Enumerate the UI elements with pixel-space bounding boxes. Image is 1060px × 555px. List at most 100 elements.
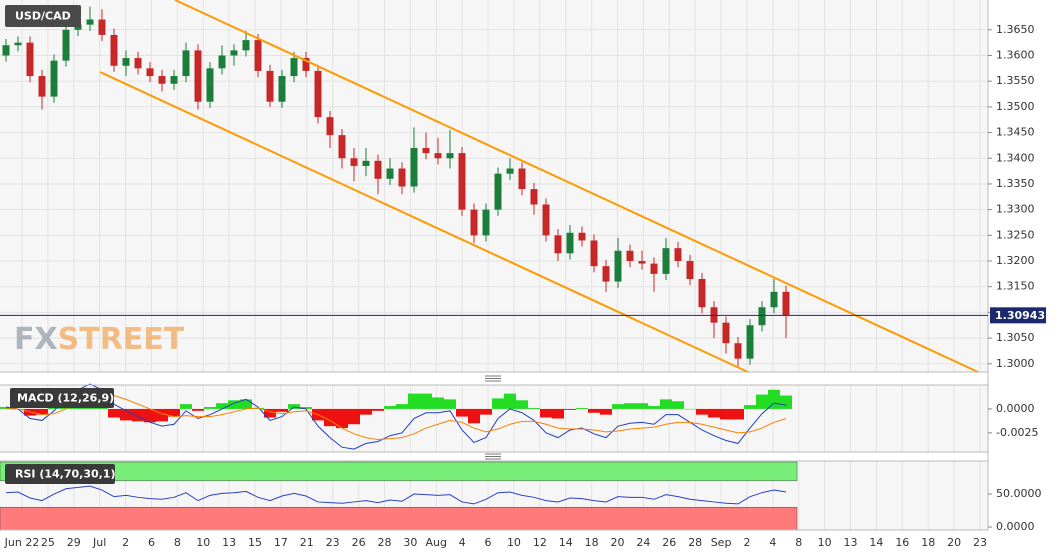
macd-histogram-bar bbox=[144, 408, 156, 423]
y-tick-label: 1.3600 bbox=[996, 48, 1035, 61]
macd-histogram-bar bbox=[612, 404, 624, 409]
rsi-title: RSI (14,70,30,1) bbox=[15, 468, 115, 481]
macd-histogram-bar bbox=[732, 408, 744, 420]
y-tick-label: 1.3550 bbox=[996, 74, 1035, 87]
x-tick-label: 6 bbox=[485, 536, 492, 549]
macd-histogram-bar bbox=[456, 408, 468, 417]
macd-title: MACD (12,26,9) bbox=[17, 392, 114, 405]
macd-histogram-bar bbox=[780, 395, 792, 409]
macd-histogram-bar bbox=[372, 408, 384, 411]
x-tick-label: Jun 22 bbox=[4, 536, 40, 549]
macd-histogram-bar bbox=[672, 401, 684, 409]
candle-body bbox=[230, 50, 238, 56]
candle-body bbox=[698, 279, 706, 308]
y-tick-label: 0.0000 bbox=[996, 520, 1035, 533]
x-tick-label: 13 bbox=[222, 536, 236, 549]
x-tick-label: 24 bbox=[636, 536, 650, 549]
macd-histogram-bar bbox=[708, 408, 720, 418]
macd-histogram-bar bbox=[348, 408, 360, 425]
candle-body bbox=[518, 168, 526, 190]
macd-histogram-bar bbox=[696, 408, 708, 415]
candle-body bbox=[74, 24, 82, 30]
candle-body bbox=[218, 55, 226, 69]
y-tick-label: 1.3500 bbox=[996, 100, 1035, 113]
candle-body bbox=[470, 209, 478, 236]
title-box bbox=[5, 464, 115, 484]
candle-body bbox=[338, 135, 346, 159]
channel bbox=[99, 0, 979, 373]
macd-histogram-bar bbox=[540, 408, 552, 418]
macd-histogram-bar bbox=[564, 408, 576, 410]
candle-body bbox=[554, 235, 562, 254]
candle-body bbox=[26, 42, 34, 77]
x-tick-label: 25 bbox=[41, 536, 55, 549]
candle-body bbox=[386, 168, 394, 179]
candle-body bbox=[278, 76, 286, 102]
macd-histogram-bar bbox=[36, 408, 48, 415]
macd-histogram-bar bbox=[204, 407, 216, 409]
overbought-zone bbox=[0, 461, 798, 482]
macd-histogram-bar bbox=[552, 408, 564, 419]
candle-body bbox=[566, 232, 574, 254]
resize-handle[interactable] bbox=[485, 375, 501, 382]
oversold-zone bbox=[0, 506, 798, 531]
y-tick-label: 50.0000 bbox=[996, 487, 1042, 500]
macd-histogram-bar bbox=[396, 404, 408, 409]
candle-body bbox=[2, 45, 10, 56]
macd-line bbox=[6, 393, 787, 441]
x-tick-label: 10 bbox=[818, 536, 832, 549]
x-tick-label: 28 bbox=[688, 536, 702, 549]
macd-histogram-bar bbox=[588, 408, 600, 413]
macd-histogram-bar bbox=[168, 408, 180, 417]
candle-body bbox=[398, 168, 406, 187]
candle-body bbox=[650, 263, 658, 274]
macd-histogram-bar bbox=[600, 408, 612, 415]
x-tick-label: 14 bbox=[559, 536, 573, 549]
macd-histogram-bar bbox=[684, 408, 696, 410]
macd-histogram-bar bbox=[444, 399, 456, 409]
macd-histogram-bar bbox=[516, 400, 528, 409]
candle-body bbox=[146, 68, 154, 77]
candle-body bbox=[314, 70, 322, 118]
candle-body bbox=[494, 173, 502, 210]
macd-histogram-bar bbox=[636, 403, 648, 409]
candle-body bbox=[626, 250, 634, 262]
macd-histogram-bar bbox=[468, 408, 480, 424]
x-tick-label: 17 bbox=[274, 536, 288, 549]
rsi-line bbox=[5, 485, 787, 505]
macd-line bbox=[5, 383, 787, 450]
candle-body bbox=[482, 209, 490, 236]
candle-body bbox=[602, 266, 610, 282]
macd-histogram-bar bbox=[192, 408, 204, 411]
x-tick-label: 6 bbox=[148, 536, 155, 549]
macd-histogram-bar bbox=[720, 408, 732, 420]
candle-body bbox=[578, 232, 586, 241]
x-tick-label: 20 bbox=[947, 536, 961, 549]
macd-histogram-bar bbox=[432, 397, 444, 409]
candle-body bbox=[242, 40, 250, 51]
x-tick-label: 18 bbox=[585, 536, 599, 549]
candle-body bbox=[458, 153, 466, 210]
x-tick-label: 10 bbox=[507, 536, 521, 549]
candle-body bbox=[290, 58, 298, 77]
candle-body bbox=[350, 158, 358, 166]
x-tick-label: 30 bbox=[403, 536, 417, 549]
macd-histogram-bar bbox=[660, 399, 672, 409]
x-tick-label: 28 bbox=[377, 536, 391, 549]
candle-body bbox=[614, 250, 622, 282]
candle-body bbox=[182, 50, 190, 77]
macd-histogram-bar bbox=[300, 407, 312, 409]
y-tick-label: 1.3200 bbox=[996, 254, 1035, 267]
candle-body bbox=[410, 147, 418, 187]
candle-body bbox=[722, 322, 730, 344]
watermark-street: STREET bbox=[58, 322, 185, 357]
candle-body bbox=[362, 160, 370, 166]
y-tick-label: 1.3400 bbox=[996, 151, 1035, 164]
x-tick-label: Aug bbox=[426, 536, 447, 549]
candle-body bbox=[50, 60, 58, 97]
x-tick-label: 8 bbox=[795, 536, 802, 549]
candle-body bbox=[62, 29, 70, 61]
resize-handle[interactable] bbox=[485, 453, 501, 460]
y-tick-label: 1.3150 bbox=[996, 280, 1035, 293]
